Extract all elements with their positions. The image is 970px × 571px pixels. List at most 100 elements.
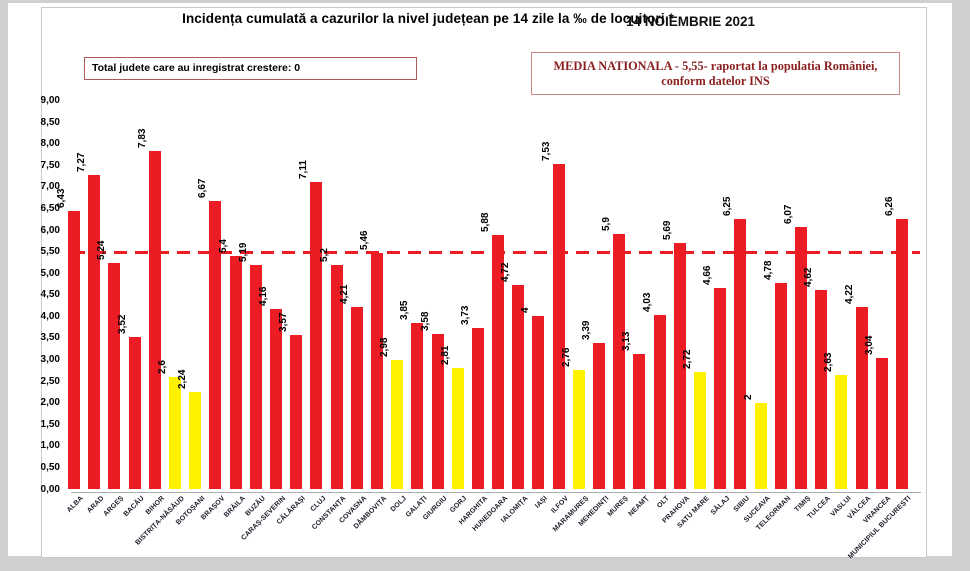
bar-value-label: 4,16 <box>258 286 269 307</box>
y-axis-tick: 6,50 <box>40 202 60 214</box>
bar-value-label: 6,67 <box>197 178 209 199</box>
bar-brăila <box>229 255 242 489</box>
bar-olt <box>653 315 666 489</box>
bar-value-label: 4 <box>520 307 532 314</box>
bar-sălaj <box>714 287 727 489</box>
y-axis-tick: 7,00 <box>40 181 60 193</box>
bar-neamț <box>633 353 646 489</box>
y-axis-tick: 1,50 <box>40 418 60 430</box>
bar-value-label: 5,24 <box>96 240 108 260</box>
national-average-note-line2: conform datelor INS <box>661 74 770 88</box>
bar-value-label: 4,22 <box>843 284 855 304</box>
bar-value-label: 2,81 <box>439 345 451 365</box>
y-axis-tick: 5,00 <box>40 267 60 279</box>
bar-ialomița <box>512 285 525 489</box>
y-axis-tick: 7,50 <box>40 159 60 171</box>
bar-value-label: 3,52 <box>116 314 128 335</box>
bar-value-label: 7,53 <box>540 141 552 161</box>
bar-value-label: 4,66 <box>702 265 714 285</box>
report-date: 14 NOIEMBRIE 2021 <box>626 14 756 29</box>
bar-dâmbovița <box>370 253 383 489</box>
bar-timiș <box>794 226 807 489</box>
y-axis-tick: 2,00 <box>40 397 60 409</box>
bar-călărași <box>290 334 303 489</box>
bar-value-label: 6,07 <box>782 204 794 224</box>
bar-covasna <box>350 307 363 489</box>
bar-value-label: 3,57 <box>278 312 290 332</box>
y-axis-tick: 6,00 <box>40 224 60 236</box>
y-axis-tick: 3,50 <box>40 332 60 344</box>
bar-galați <box>411 322 424 489</box>
bar-mureș <box>613 234 626 489</box>
growth-counties-note-box: Total judete care au inregistrat crester… <box>84 57 417 80</box>
bar-value-label: 3,39 <box>581 320 593 340</box>
bar-caraș-severin <box>270 309 282 489</box>
bar-vrancea <box>875 357 888 489</box>
bar-value-label: 4,62 <box>803 267 815 287</box>
y-axis-tick: 4,50 <box>40 289 60 301</box>
bar-value-label: 5,46 <box>358 230 370 251</box>
bar-giurgiu <box>431 334 444 489</box>
bar-ilfov <box>552 163 565 489</box>
bar-harghita <box>471 327 484 489</box>
bar-value-label: 3,73 <box>459 305 471 325</box>
bar-value-label: 2,76 <box>560 347 572 367</box>
bar-value-label: 3,04 <box>863 335 875 355</box>
bar-value-label: 4,03 <box>641 292 653 313</box>
bar-value-label: 6,25 <box>722 196 734 217</box>
y-axis-tick: 3,00 <box>40 354 60 365</box>
bar-bacău <box>128 337 141 489</box>
bar-tulcea <box>815 289 828 489</box>
bar-argeș <box>108 262 121 489</box>
document-page: Incidența cumulată a cazurilor la nivel … <box>8 3 952 558</box>
bar-brașov <box>209 201 222 489</box>
bar-value-label: 4,72 <box>500 262 512 283</box>
bar-value-label: 3,85 <box>399 300 411 320</box>
bar-constanța <box>330 264 343 489</box>
bar-value-label: 4,21 <box>338 284 350 305</box>
bar-gorj <box>451 367 464 489</box>
bar-value-label: 4,78 <box>762 260 774 280</box>
y-axis-tick: 2,50 <box>40 375 60 387</box>
bar-value-label: 5,69 <box>661 220 673 241</box>
bar-alba <box>68 211 81 489</box>
bar-value-label: 2,6 <box>157 359 169 374</box>
bar-teleorman <box>774 282 787 489</box>
bar-buzău <box>249 264 262 489</box>
x-axis-line <box>71 492 921 493</box>
y-axis-tick: 8,00 <box>40 138 60 150</box>
bar-value-label: 3,13 <box>621 331 633 351</box>
bar-value-label: 2,98 <box>379 337 391 358</box>
bar-value-label: 2,24 <box>177 369 189 390</box>
bar-botoșani <box>189 392 202 489</box>
bar-bistrița-năsăud <box>169 376 182 489</box>
bar-value-label: 7,11 <box>298 160 310 180</box>
y-axis-tick: 9,00 <box>40 95 60 106</box>
bar-value-label: 3,58 <box>419 311 431 332</box>
bar-municipiul-bucurești <box>895 218 908 489</box>
bar-cluj <box>310 182 323 489</box>
chart-title: Incidența cumulată a cazurilor la nivel … <box>182 11 674 26</box>
y-axis-tick: 0,50 <box>40 461 60 473</box>
y-axis-tick: 8,50 <box>40 116 60 128</box>
y-axis-tick: 5,50 <box>40 246 60 258</box>
bar-value-label: 5,19 <box>237 242 249 262</box>
bar-value-label: 5,2 <box>318 247 330 262</box>
bar-value-label: 7,27 <box>76 152 88 173</box>
bar-satu-mare <box>694 371 706 489</box>
y-axis-tick: 1,00 <box>40 440 60 452</box>
y-axis-tick: 0,00 <box>40 483 60 495</box>
national-average-note-line1: MEDIA NATIONALA - 5,55- raportat la popu… <box>553 59 878 73</box>
bar-prahova <box>673 243 686 489</box>
bar-value-label: 6,26 <box>883 196 895 216</box>
bar-value-label: 2,72 <box>682 349 693 369</box>
bar-value-label: 5,4 <box>217 238 229 253</box>
bar-vâlcea <box>855 306 868 489</box>
bar-value-label: 5,9 <box>601 217 613 232</box>
bar-iași <box>532 316 545 489</box>
national-average-dashed-line <box>72 250 920 254</box>
y-axis-tick: 4,00 <box>40 310 60 322</box>
bar-hunedoara <box>492 235 505 489</box>
bar-vaslui <box>835 375 848 489</box>
